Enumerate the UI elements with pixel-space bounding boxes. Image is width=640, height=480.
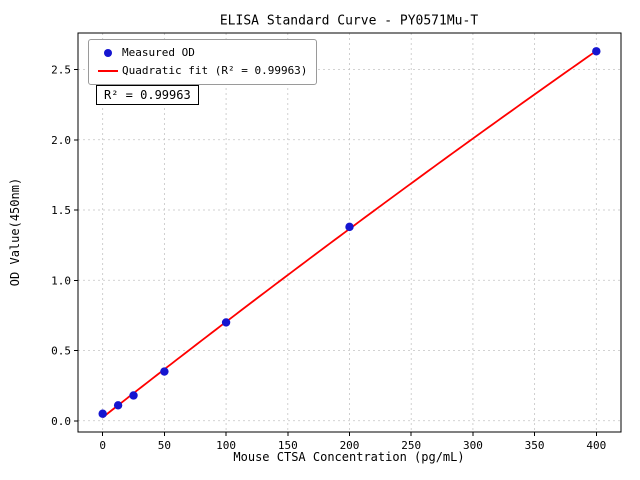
y-tick-label: 1.0 xyxy=(51,274,71,287)
y-tick-label: 2.5 xyxy=(51,64,71,77)
chart-title: ELISA Standard Curve - PY0571Mu-T xyxy=(219,13,479,29)
scatter-point-icon xyxy=(104,49,112,57)
x-tick-label: 0 xyxy=(99,439,106,452)
legend-label-quadratic-fit: Quadratic fit (R² = 0.99963) xyxy=(122,64,308,77)
x-tick-label: 150 xyxy=(278,439,298,452)
y-tick-label: 0.0 xyxy=(51,415,71,428)
x-tick-label: 400 xyxy=(586,439,606,452)
legend-item-measured-od: Measured OD xyxy=(98,45,307,61)
measured-od-point xyxy=(160,367,169,376)
measured-od-point xyxy=(129,391,138,400)
y-tick-label: 1.5 xyxy=(51,204,71,217)
y-tick-label: 0.5 xyxy=(51,345,71,358)
measured-od-point xyxy=(221,318,231,327)
measured-od-point xyxy=(113,401,123,410)
y-tick-label: 2.0 xyxy=(51,134,71,147)
x-tick-label: 350 xyxy=(525,439,545,452)
x-tick-label: 50 xyxy=(158,439,171,452)
fit-line-icon xyxy=(98,70,118,72)
legend-item-quadratic-fit: Quadratic fit (R² = 0.99963) xyxy=(98,63,307,79)
x-tick-label: 300 xyxy=(463,439,483,452)
x-axis-label: Mouse CTSA Concentration (pg/mL) xyxy=(233,450,465,464)
measured-od-point xyxy=(592,47,601,56)
legend: Measured OD Quadratic fit (R² = 0.99963) xyxy=(88,39,318,85)
measured-od-point xyxy=(98,409,107,418)
x-tick-label: 100 xyxy=(216,439,236,452)
legend-label-measured-od: Measured OD xyxy=(122,46,195,59)
y-axis-label: OD Value(450nm) xyxy=(8,177,22,287)
x-tick-label: 250 xyxy=(401,439,421,452)
r-squared-annotation: R² = 0.99963 xyxy=(96,85,199,105)
x-tick-label: 200 xyxy=(340,439,360,452)
measured-od-point xyxy=(345,222,354,232)
